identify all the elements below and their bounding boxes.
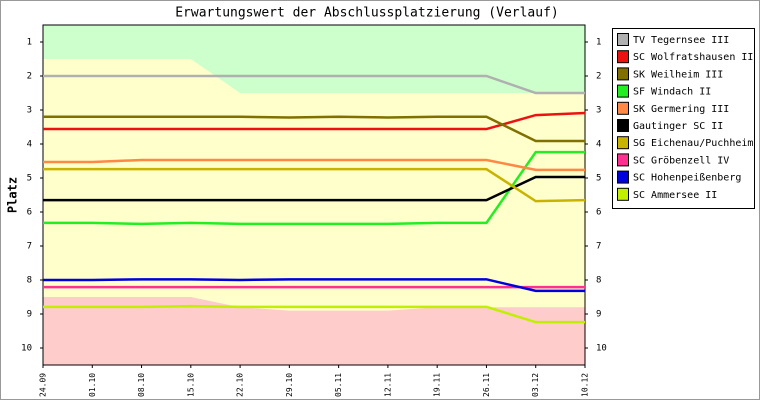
y-tick-label: 2 <box>596 72 601 82</box>
plot-area: 1 1 2 2 3 3 4 4 5 5 6 6 7 7 8 8 9 9 10 10 24.09 01.10 08.10 15.… <box>21 24 607 397</box>
legend-label: SC Wolfratshausen II <box>633 52 753 63</box>
legend-swatch <box>617 101 629 115</box>
legend-label: TV Tegernsee III <box>633 35 729 46</box>
legend-swatch <box>617 67 629 81</box>
legend-label: SG Eichenau/Puchheim <box>633 138 753 149</box>
legend-box <box>612 28 755 209</box>
x-tick-label: 22.10 <box>236 373 245 397</box>
legend-label: SK Germering III <box>633 104 729 115</box>
y-tick-label: 1 <box>27 38 32 48</box>
series-line <box>43 278 585 293</box>
legend-label: SF Windach II <box>633 87 711 98</box>
y-tick-label: 7 <box>27 242 32 252</box>
legend-label: SK Weilheim III <box>633 69 723 80</box>
x-tick-label: 15.10 <box>186 373 195 397</box>
series-line <box>43 115 585 143</box>
y-tick-label: 6 <box>27 208 32 218</box>
y-tick-label: 3 <box>596 106 601 116</box>
legend-swatch <box>617 170 629 184</box>
y-tick-label: 10 <box>596 344 607 354</box>
y-tick-label: 9 <box>27 310 32 320</box>
y-tick-label: 4 <box>27 140 32 150</box>
legend-swatch <box>617 33 629 46</box>
y-tick-label: 10 <box>21 344 32 354</box>
plot-border <box>42 24 586 366</box>
x-tick-label: 26.11 <box>482 373 491 397</box>
legend-swatch <box>617 84 629 98</box>
legend-label: SC Hohenpeißenberg <box>633 173 741 184</box>
legend-label: SC Gröbenzell IV <box>633 155 729 166</box>
legend-swatch <box>617 187 629 201</box>
legend-swatch <box>617 153 629 167</box>
legend-swatch <box>617 119 629 132</box>
y-tick-label: 5 <box>596 174 601 184</box>
legend-swatch <box>617 50 629 64</box>
y-tick-label: 8 <box>596 276 601 286</box>
x-tick-label: 01.10 <box>88 373 97 397</box>
series-line <box>43 158 585 172</box>
legend-swatch <box>617 136 629 150</box>
x-tick-label: 24.09 <box>39 373 48 397</box>
legend-label: SC Ammersee II <box>633 190 717 201</box>
y-tick-label: 6 <box>596 208 601 218</box>
legend: TV Tegernsee III SC Wolfratshausen II SK W… <box>612 28 755 209</box>
series-line <box>43 150 585 226</box>
y-tick-label: 2 <box>27 72 32 82</box>
y-tick-label: 9 <box>596 310 601 320</box>
x-tick-label: 08.10 <box>137 373 146 397</box>
x-tick-label: 05.11 <box>334 373 343 397</box>
y-tick-label: 7 <box>596 242 601 252</box>
x-tick-label: 29.10 <box>285 373 294 397</box>
y-tick-label: 3 <box>27 106 32 116</box>
series-line <box>43 304 585 324</box>
series-line <box>43 175 585 202</box>
zone-lower <box>43 297 585 365</box>
series-line <box>43 111 586 131</box>
x-tick-label: 12.11 <box>383 373 392 397</box>
y-tick-label: 4 <box>596 140 601 150</box>
legend-label: Gautinger SC II <box>633 121 723 132</box>
x-tick-label: 19.11 <box>433 373 442 397</box>
series-line <box>43 167 586 203</box>
x-tick-label: 10.12 <box>581 373 590 397</box>
y-tick-label: 1 <box>596 38 601 48</box>
y-axis-label: Platz <box>6 177 20 213</box>
series-line <box>43 74 585 95</box>
x-tick-label: 03.12 <box>531 373 540 397</box>
y-tick-label: 5 <box>27 174 32 184</box>
chart-title: Erwartungswert der Abschlussplatzierung … <box>175 6 559 21</box>
y-tick-label: 8 <box>27 276 32 286</box>
